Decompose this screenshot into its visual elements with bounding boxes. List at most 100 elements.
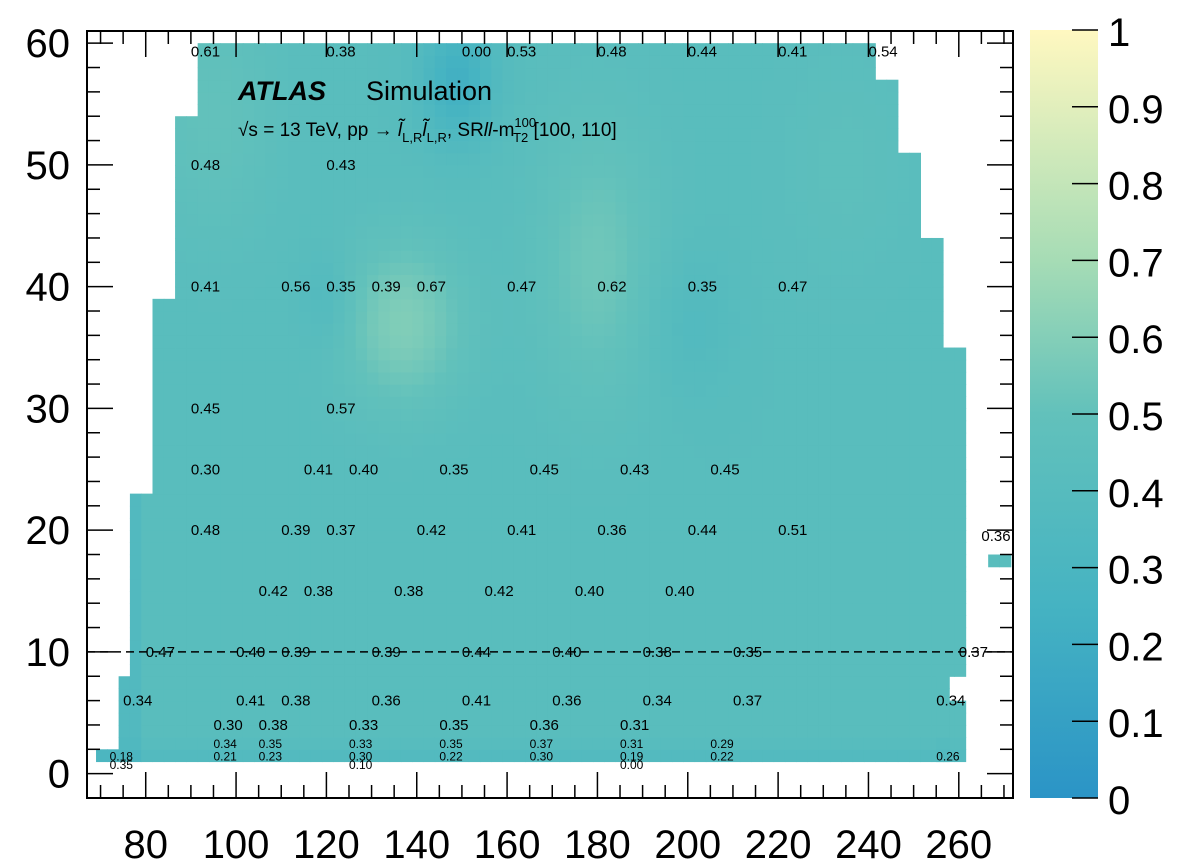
heatmap-cell bbox=[536, 457, 549, 470]
heatmap-cell bbox=[683, 469, 696, 483]
heatmap-cell bbox=[446, 213, 458, 227]
heatmap-cell bbox=[423, 737, 436, 750]
heatmap-cell bbox=[762, 237, 775, 251]
heatmap-cell bbox=[592, 578, 605, 592]
heatmap-cell bbox=[717, 104, 730, 117]
heatmap-cell bbox=[423, 286, 436, 300]
heatmap-cell bbox=[852, 250, 865, 263]
heatmap-cell bbox=[671, 749, 684, 763]
heatmap-cell bbox=[784, 420, 797, 434]
heatmap-cell bbox=[310, 286, 323, 300]
heatmap-cell bbox=[897, 408, 910, 422]
heatmap-cell bbox=[378, 615, 391, 629]
heatmap-cell bbox=[491, 578, 504, 592]
heatmap-cell bbox=[841, 554, 854, 568]
heatmap-cell bbox=[762, 517, 775, 531]
heatmap-cell bbox=[400, 311, 413, 324]
heatmap-cell bbox=[807, 347, 820, 361]
heatmap-cell bbox=[931, 493, 944, 507]
heatmap-cell bbox=[242, 481, 255, 495]
heatmap-cell bbox=[886, 371, 899, 385]
heatmap-cell bbox=[570, 286, 583, 300]
heatmap-cell bbox=[920, 250, 933, 263]
heatmap-cell bbox=[152, 676, 165, 690]
heatmap-cell bbox=[570, 530, 583, 543]
heatmap-cell bbox=[604, 213, 617, 227]
heatmap-cell bbox=[649, 335, 662, 349]
heatmap-cell bbox=[796, 335, 809, 349]
heatmap-cell bbox=[559, 128, 571, 142]
heatmap-cell bbox=[841, 724, 854, 738]
heatmap-cell bbox=[254, 55, 267, 69]
heatmap-cell bbox=[197, 104, 210, 117]
heatmap-cell bbox=[367, 371, 379, 385]
heatmap-cell bbox=[570, 189, 583, 203]
heatmap-cell bbox=[186, 177, 199, 190]
heatmap-cell bbox=[875, 457, 888, 470]
heatmap-cell bbox=[649, 128, 662, 142]
heatmap-cell bbox=[479, 408, 492, 422]
heatmap-cell bbox=[570, 432, 583, 446]
heatmap-cell bbox=[400, 700, 413, 714]
heatmap-cell bbox=[525, 566, 538, 580]
heatmap-cell bbox=[920, 676, 933, 690]
heatmap-cell bbox=[389, 347, 402, 361]
heatmap-cell bbox=[784, 250, 797, 263]
heatmap-cell bbox=[434, 469, 447, 483]
heatmap-cell bbox=[525, 639, 538, 653]
heatmap-cell bbox=[321, 724, 334, 738]
heatmap-cell bbox=[581, 603, 594, 616]
heatmap-cell bbox=[265, 225, 278, 239]
heatmap-cell bbox=[446, 323, 458, 336]
heatmap-cell bbox=[502, 712, 515, 726]
heatmap-cell bbox=[694, 530, 707, 543]
heatmap-cell bbox=[220, 664, 233, 677]
heatmap-cell bbox=[220, 676, 233, 690]
heatmap-cell bbox=[423, 481, 436, 495]
heatmap-cell bbox=[423, 262, 436, 276]
heatmap-cell bbox=[502, 384, 515, 397]
heatmap-cell bbox=[649, 164, 662, 178]
heatmap-cell bbox=[400, 201, 413, 215]
heatmap-cell bbox=[389, 639, 402, 653]
cell-value-label: 0.35 bbox=[688, 279, 717, 296]
heatmap-cell bbox=[208, 493, 221, 507]
heatmap-cell bbox=[163, 481, 176, 495]
heatmap-cell bbox=[559, 67, 571, 81]
heatmap-cell bbox=[378, 359, 391, 373]
heatmap-cell bbox=[344, 323, 357, 336]
heatmap-cell bbox=[129, 627, 142, 641]
heatmap-cell bbox=[344, 128, 357, 142]
heatmap-cell bbox=[841, 237, 854, 251]
heatmap-cell bbox=[660, 43, 673, 56]
heatmap-cell bbox=[784, 578, 797, 592]
heatmap-cell bbox=[468, 566, 481, 580]
heatmap-cell bbox=[175, 237, 187, 251]
cell-value-label: 0.48 bbox=[191, 522, 220, 539]
heatmap-cell bbox=[491, 323, 504, 336]
heatmap-cell bbox=[739, 749, 752, 763]
heatmap-cell bbox=[536, 225, 549, 239]
heatmap-cell bbox=[265, 67, 278, 81]
heatmap-cell bbox=[897, 749, 910, 763]
heatmap-cell bbox=[378, 311, 391, 324]
heatmap-cell bbox=[796, 444, 809, 458]
heatmap-cell bbox=[694, 189, 707, 203]
heatmap-cell bbox=[638, 603, 650, 616]
heatmap-cell bbox=[784, 481, 797, 495]
heatmap-cell bbox=[457, 213, 470, 227]
heatmap-cell bbox=[502, 408, 515, 422]
heatmap-cell bbox=[412, 116, 425, 129]
heatmap-cell bbox=[265, 408, 278, 422]
heatmap-cell bbox=[536, 615, 549, 629]
heatmap-cell bbox=[615, 639, 628, 653]
heatmap-cell bbox=[717, 457, 730, 470]
heatmap-cell bbox=[728, 505, 741, 519]
heatmap-cell bbox=[784, 724, 797, 738]
heatmap-cell bbox=[288, 737, 300, 750]
heatmap-cell bbox=[468, 152, 481, 166]
heatmap-cell bbox=[513, 177, 526, 190]
heatmap-cell bbox=[536, 591, 549, 604]
heatmap-cell bbox=[954, 396, 967, 410]
heatmap-cell bbox=[434, 493, 447, 507]
